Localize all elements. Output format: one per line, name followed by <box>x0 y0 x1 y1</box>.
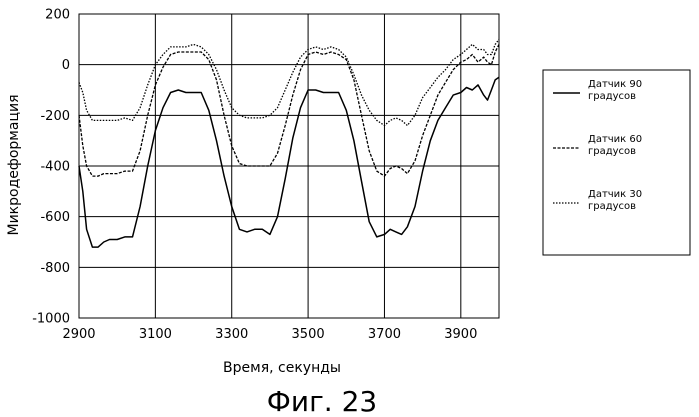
x-tick-label: 3100 <box>139 327 172 342</box>
y-axis-ticks: 200 0 -200 -400 -600 -800 -1000 <box>32 8 70 327</box>
y-axis-label: Микродеформация <box>6 95 22 236</box>
legend-label: Датчик 90 <box>588 79 642 90</box>
y-tick-label: -600 <box>40 210 70 225</box>
x-tick-label: 3500 <box>292 327 325 342</box>
y-tick-label: -400 <box>40 160 70 175</box>
legend-label: Датчик 30 <box>588 189 642 200</box>
legend-label: градусов <box>588 201 636 212</box>
legend-label: Датчик 60 <box>588 134 642 145</box>
x-tick-label: 3300 <box>215 327 248 342</box>
x-tick-label: 3700 <box>368 327 401 342</box>
y-tick-label: -200 <box>40 109 70 124</box>
x-axis-ticks: 2900 3100 3300 3500 3700 3900 <box>62 327 477 342</box>
y-tick-label: 0 <box>62 58 70 73</box>
x-tick-label: 2900 <box>62 327 95 342</box>
y-tick-label: -1000 <box>32 312 70 327</box>
legend-label: градусов <box>588 146 636 157</box>
figure-caption: Фиг. 23 <box>267 385 377 417</box>
legend-label: градусов <box>588 91 636 102</box>
y-tick-label: 200 <box>45 8 70 23</box>
x-tick-label: 3900 <box>444 327 477 342</box>
x-axis-label: Время, секунды <box>223 360 341 376</box>
y-tick-label: -800 <box>40 261 70 276</box>
series-line-1 <box>79 77 499 247</box>
legend: Датчик 90градусовДатчик 60градусовДатчик… <box>543 70 690 255</box>
series-lines <box>79 39 499 247</box>
grid <box>79 14 499 318</box>
